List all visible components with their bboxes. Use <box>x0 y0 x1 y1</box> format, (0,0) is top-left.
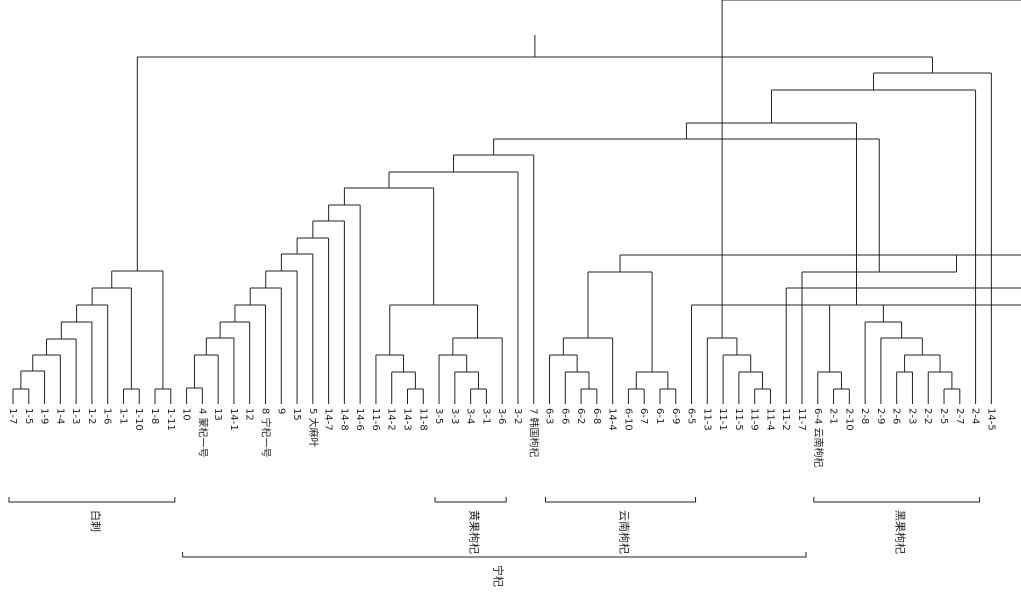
leaf-label: 11-7 <box>796 408 807 431</box>
leaf-label: 3-1 <box>480 408 491 424</box>
leaf-label: 14-1 <box>228 408 239 431</box>
leaf-label: 1-6 <box>102 408 113 424</box>
leaf-label: 2-6 <box>891 408 902 424</box>
leaf-label: 2-9 <box>875 408 886 424</box>
group-label: 黑果枸杞 <box>894 510 908 554</box>
leaf-label: 12 <box>244 408 255 421</box>
leaf-label: 2-10 <box>843 408 854 431</box>
leaf-label: 6-3 <box>544 408 555 424</box>
leaf-label: 1-11 <box>165 408 176 431</box>
leaf-label: 6-4 云南枸杞 <box>812 408 825 468</box>
leaf-label: 5 大麻叶 <box>307 408 320 448</box>
leaf-label: 6-1 <box>654 408 665 424</box>
leaf-label: 6-10 <box>622 408 633 431</box>
leaf-label: 11-9 <box>749 408 760 431</box>
leaf-label: 1-5 <box>23 408 34 424</box>
leaf-label: 1-8 <box>149 408 160 424</box>
group-bracket <box>434 497 507 503</box>
leaf-label: 3-6 <box>496 408 507 424</box>
leaf-label: 14-6 <box>354 408 365 431</box>
leaf-label: 11-6 <box>370 408 381 431</box>
group-bracket <box>8 497 176 503</box>
leaf-label: 15 <box>291 408 302 421</box>
group-bracket <box>813 497 981 503</box>
leaf-label: 11-3 <box>701 408 712 431</box>
leaf-label: 14-8 <box>338 408 349 431</box>
leaf-label: 2-2 <box>922 408 933 424</box>
leaf-label: 3-3 <box>449 408 460 424</box>
leaf-label: 2-3 <box>906 408 917 424</box>
leaf-label: 1-3 <box>70 408 81 424</box>
group-bracket <box>545 497 697 503</box>
group-label: 白刺 <box>89 510 103 532</box>
leaf-label: 14-2 <box>386 408 397 431</box>
leaf-label: 14-7 <box>323 408 334 431</box>
group-label: 黄果枸杞 <box>468 510 482 554</box>
leaf-label: 9 <box>275 408 286 414</box>
leaf-label: 3-5 <box>433 408 444 424</box>
leaf-label: 13 <box>212 408 223 421</box>
group-bracket <box>182 552 807 558</box>
leaf-label: 1-9 <box>39 408 50 424</box>
leaf-labels: 1-7 1-5 1-9 1-4 1-3 1-2 1-6 1-1 1-10 1-8 1-11 10 4 蒙… <box>7 408 996 468</box>
leaf-label: 1-2 <box>86 408 97 424</box>
dendrogram-tree <box>12 0 1021 404</box>
leaf-label: 6-9 <box>670 408 681 424</box>
leaf-label: 11-5 <box>733 408 744 431</box>
leaf-label: 2-1 <box>828 408 839 424</box>
leaf-label: 1-4 <box>54 408 65 424</box>
leaf-label: 2-4 <box>970 408 981 424</box>
leaf-label: 11-8 <box>417 408 428 431</box>
leaf-label: 1-10 <box>133 408 144 431</box>
leaf-label: 2-5 <box>938 408 949 424</box>
leaf-label: 7 韩国枸杞 <box>528 408 541 458</box>
leaf-label: 1-7 <box>7 408 18 424</box>
group-label: 云南枸杞 <box>618 510 632 554</box>
leaf-label: 14-4 <box>607 408 618 431</box>
leaf-label: 14-5 <box>985 408 996 431</box>
leaf-label: 1-1 <box>117 408 128 424</box>
leaf-label: 6-7 <box>638 408 649 424</box>
leaf-label: 8 宁杞一号 <box>259 408 272 458</box>
leaf-label: 14-3 <box>402 408 413 431</box>
leaf-label: 6-6 <box>559 408 570 424</box>
leaf-label: 11-1 <box>717 408 728 431</box>
leaf-label: 3-2 <box>512 408 523 424</box>
leaf-label: 6-8 <box>591 408 602 424</box>
leaf-label: 4 蒙杞一号 <box>196 408 209 458</box>
leaf-label: 11-4 <box>764 408 775 431</box>
leaf-label: 2-8 <box>859 408 870 424</box>
leaf-label: 3-4 <box>465 408 476 424</box>
leaf-label: 11-2 <box>780 408 791 431</box>
leaf-label: 10 <box>181 408 192 421</box>
leaf-label: 2-7 <box>954 408 965 424</box>
leaf-label: 6-2 <box>575 408 586 424</box>
group-label: 宁杞 <box>491 565 505 587</box>
leaf-label: 6-5 <box>686 408 697 424</box>
